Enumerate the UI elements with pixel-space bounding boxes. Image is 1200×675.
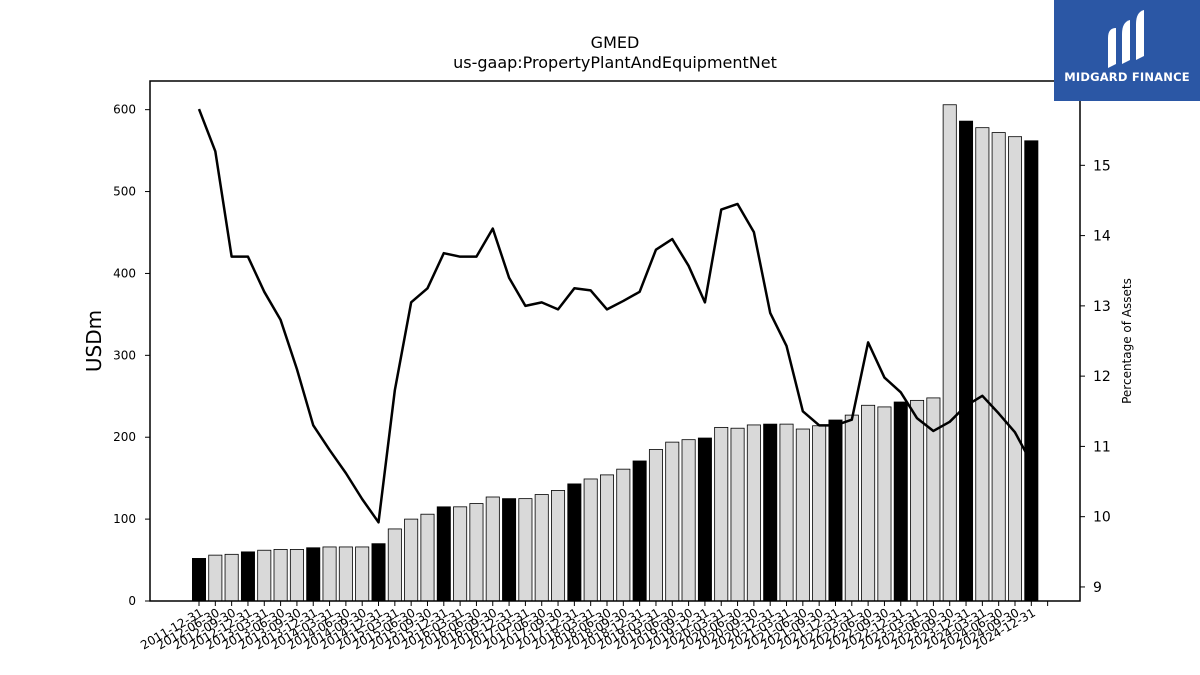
brand-logo: MIDGARD FINANCE <box>1054 0 1200 101</box>
y-axis-right: 9 10 11 12 13 14 15 <box>1080 158 1111 596</box>
bar <box>632 460 647 602</box>
bar <box>224 553 239 602</box>
logo-text: MIDGARD FINANCE <box>1064 70 1190 84</box>
y-tick-label: 100 <box>113 512 136 526</box>
y2-tick-label: 13 <box>1093 299 1111 315</box>
bar <box>240 551 255 602</box>
y2-tick-label: 12 <box>1093 369 1111 385</box>
bar <box>665 441 680 602</box>
bar <box>191 558 206 602</box>
bar <box>844 414 859 602</box>
bar <box>208 554 223 602</box>
bar <box>812 425 827 602</box>
y2-tick-label: 10 <box>1093 510 1111 526</box>
bar <box>306 547 321 602</box>
bar <box>583 478 598 602</box>
chart-title: GMED <box>591 33 640 52</box>
line-series <box>197 108 1033 524</box>
y-tick-label: 600 <box>113 103 136 117</box>
y-tick-label: 400 <box>113 266 136 280</box>
bar <box>991 132 1006 602</box>
bar <box>567 483 582 602</box>
bar <box>1008 136 1023 602</box>
bar <box>697 437 712 602</box>
percentage-line <box>197 108 1033 524</box>
bar <box>730 427 745 602</box>
bar <box>453 506 468 602</box>
bar <box>1024 140 1039 602</box>
y-tick-label: 0 <box>128 594 136 608</box>
bar <box>338 546 353 602</box>
bar <box>273 549 288 602</box>
midgard-logo-icon <box>1108 10 1144 68</box>
bar <box>600 474 615 602</box>
bar <box>420 513 435 602</box>
bar <box>648 449 663 602</box>
bar <box>795 428 810 602</box>
y2-tick-label: 11 <box>1093 439 1111 455</box>
bar-series <box>191 104 1039 602</box>
bar <box>959 120 974 602</box>
bar <box>518 498 533 602</box>
bar <box>289 549 304 602</box>
bar <box>257 549 272 602</box>
bar <box>534 494 549 602</box>
bar <box>387 528 402 602</box>
y-axis-left: 0 100 200 300 400 500 600 <box>113 103 150 608</box>
x-axis: 2011-12-312012-06-302012-09-302012-12-31… <box>138 601 1049 652</box>
y2-tick-label: 15 <box>1093 158 1111 174</box>
y-axis-label: USDm <box>82 310 106 372</box>
bar <box>469 503 484 602</box>
bar <box>502 498 517 602</box>
plot-frame <box>149 80 1081 602</box>
y-tick-label: 200 <box>113 430 136 444</box>
bar <box>975 127 990 602</box>
bar <box>746 424 761 602</box>
bar <box>551 490 566 602</box>
bar <box>404 518 419 602</box>
bar <box>779 423 794 602</box>
bar <box>355 546 370 602</box>
bar <box>371 543 386 602</box>
y-tick-label: 300 <box>113 348 136 362</box>
bar <box>861 404 876 602</box>
bar <box>436 506 451 602</box>
bar <box>763 423 778 602</box>
bar <box>322 546 337 602</box>
bar <box>485 496 500 602</box>
y2-axis-label: Percentage of Assets <box>1120 278 1134 404</box>
bar <box>942 104 957 602</box>
bar <box>681 439 696 602</box>
y-tick-label: 500 <box>113 185 136 199</box>
bar <box>910 399 925 602</box>
bar <box>714 426 729 602</box>
bar <box>828 419 843 602</box>
y2-tick-label: 9 <box>1093 580 1102 596</box>
bar <box>877 406 892 602</box>
chart-subtitle: us-gaap:PropertyPlantAndEquipmentNet <box>453 53 777 72</box>
bar <box>616 468 631 602</box>
bar <box>893 401 908 602</box>
y2-tick-label: 14 <box>1093 229 1111 245</box>
